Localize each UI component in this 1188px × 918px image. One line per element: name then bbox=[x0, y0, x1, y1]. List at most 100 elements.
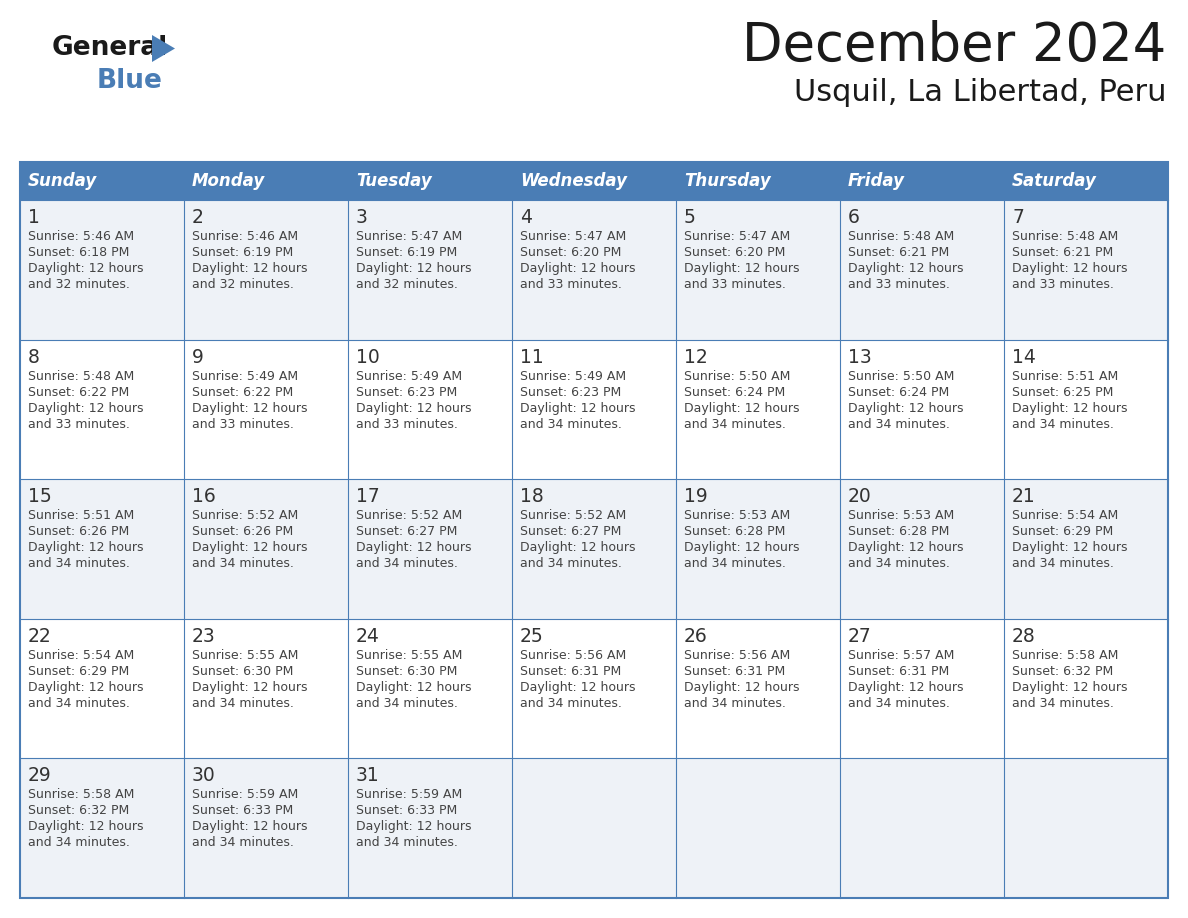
Text: Sunrise: 5:59 AM: Sunrise: 5:59 AM bbox=[192, 789, 298, 801]
Bar bbox=[348, 619, 512, 758]
Text: Daylight: 12 hours: Daylight: 12 hours bbox=[520, 401, 636, 415]
Bar bbox=[184, 340, 348, 479]
Text: Usquil, La Libertad, Peru: Usquil, La Libertad, Peru bbox=[794, 78, 1165, 107]
Text: Sunset: 6:19 PM: Sunset: 6:19 PM bbox=[192, 246, 293, 259]
Text: Daylight: 12 hours: Daylight: 12 hours bbox=[356, 681, 472, 694]
Text: Daylight: 12 hours: Daylight: 12 hours bbox=[848, 681, 963, 694]
Text: Sunrise: 5:55 AM: Sunrise: 5:55 AM bbox=[356, 649, 462, 662]
Bar bbox=[184, 479, 348, 619]
Bar bbox=[840, 479, 1004, 619]
Text: 24: 24 bbox=[356, 627, 380, 645]
Bar bbox=[20, 479, 184, 619]
Text: 1: 1 bbox=[29, 208, 40, 227]
Bar bbox=[184, 200, 348, 340]
Text: 17: 17 bbox=[356, 487, 380, 506]
Text: and 34 minutes.: and 34 minutes. bbox=[520, 557, 621, 570]
Bar bbox=[676, 162, 840, 200]
Text: 27: 27 bbox=[848, 627, 872, 645]
Bar bbox=[20, 162, 1168, 898]
Text: Sunset: 6:33 PM: Sunset: 6:33 PM bbox=[192, 804, 293, 817]
Text: and 34 minutes.: and 34 minutes. bbox=[29, 836, 129, 849]
Text: 23: 23 bbox=[192, 627, 216, 645]
Bar bbox=[1004, 619, 1168, 758]
Text: 31: 31 bbox=[356, 767, 380, 786]
Text: Daylight: 12 hours: Daylight: 12 hours bbox=[192, 542, 308, 554]
Bar bbox=[184, 758, 348, 898]
Text: Sunset: 6:27 PM: Sunset: 6:27 PM bbox=[356, 525, 457, 538]
Text: Sunrise: 5:49 AM: Sunrise: 5:49 AM bbox=[356, 370, 462, 383]
Text: 6: 6 bbox=[848, 208, 860, 227]
Text: 7: 7 bbox=[1012, 208, 1024, 227]
Text: and 33 minutes.: and 33 minutes. bbox=[29, 418, 129, 431]
Text: Sunset: 6:26 PM: Sunset: 6:26 PM bbox=[192, 525, 293, 538]
Text: Daylight: 12 hours: Daylight: 12 hours bbox=[356, 542, 472, 554]
Bar bbox=[840, 340, 1004, 479]
Text: Sunrise: 5:57 AM: Sunrise: 5:57 AM bbox=[848, 649, 954, 662]
Text: and 34 minutes.: and 34 minutes. bbox=[356, 697, 457, 710]
Text: Friday: Friday bbox=[848, 172, 905, 190]
Bar bbox=[348, 479, 512, 619]
Text: Sunset: 6:23 PM: Sunset: 6:23 PM bbox=[356, 386, 457, 398]
Text: Sunrise: 5:47 AM: Sunrise: 5:47 AM bbox=[520, 230, 626, 243]
Text: Sunset: 6:31 PM: Sunset: 6:31 PM bbox=[684, 665, 785, 677]
Text: Sunrise: 5:54 AM: Sunrise: 5:54 AM bbox=[29, 649, 134, 662]
Text: 4: 4 bbox=[520, 208, 532, 227]
Text: Daylight: 12 hours: Daylight: 12 hours bbox=[1012, 262, 1127, 275]
Text: December 2024: December 2024 bbox=[741, 20, 1165, 72]
Text: and 34 minutes.: and 34 minutes. bbox=[192, 697, 293, 710]
Text: Sunrise: 5:53 AM: Sunrise: 5:53 AM bbox=[684, 509, 790, 522]
Bar bbox=[20, 758, 184, 898]
Text: Sunset: 6:29 PM: Sunset: 6:29 PM bbox=[1012, 525, 1113, 538]
Text: Sunset: 6:21 PM: Sunset: 6:21 PM bbox=[1012, 246, 1113, 259]
Text: Daylight: 12 hours: Daylight: 12 hours bbox=[192, 821, 308, 834]
Text: Sunrise: 5:52 AM: Sunrise: 5:52 AM bbox=[356, 509, 462, 522]
Text: Daylight: 12 hours: Daylight: 12 hours bbox=[520, 542, 636, 554]
Text: Sunrise: 5:58 AM: Sunrise: 5:58 AM bbox=[1012, 649, 1118, 662]
Text: 9: 9 bbox=[192, 348, 204, 366]
Text: Sunset: 6:28 PM: Sunset: 6:28 PM bbox=[848, 525, 949, 538]
Text: Sunrise: 5:49 AM: Sunrise: 5:49 AM bbox=[192, 370, 298, 383]
Bar bbox=[676, 619, 840, 758]
Bar bbox=[512, 200, 676, 340]
Text: Sunset: 6:19 PM: Sunset: 6:19 PM bbox=[356, 246, 457, 259]
Text: Daylight: 12 hours: Daylight: 12 hours bbox=[1012, 401, 1127, 415]
Text: Thursday: Thursday bbox=[684, 172, 771, 190]
Text: Sunrise: 5:51 AM: Sunrise: 5:51 AM bbox=[1012, 370, 1118, 383]
Text: Daylight: 12 hours: Daylight: 12 hours bbox=[684, 681, 800, 694]
Text: Sunset: 6:18 PM: Sunset: 6:18 PM bbox=[29, 246, 129, 259]
Text: and 33 minutes.: and 33 minutes. bbox=[192, 418, 293, 431]
Bar bbox=[1004, 200, 1168, 340]
Text: 21: 21 bbox=[1012, 487, 1036, 506]
Text: and 34 minutes.: and 34 minutes. bbox=[29, 697, 129, 710]
Text: Monday: Monday bbox=[192, 172, 265, 190]
Text: Sunrise: 5:47 AM: Sunrise: 5:47 AM bbox=[356, 230, 462, 243]
Text: Sunset: 6:20 PM: Sunset: 6:20 PM bbox=[520, 246, 621, 259]
Text: Sunset: 6:30 PM: Sunset: 6:30 PM bbox=[356, 665, 457, 677]
Text: and 34 minutes.: and 34 minutes. bbox=[684, 557, 786, 570]
Text: Sunset: 6:31 PM: Sunset: 6:31 PM bbox=[520, 665, 621, 677]
Bar bbox=[676, 479, 840, 619]
Bar bbox=[348, 758, 512, 898]
Text: 22: 22 bbox=[29, 627, 52, 645]
Text: Sunrise: 5:46 AM: Sunrise: 5:46 AM bbox=[192, 230, 298, 243]
Text: Daylight: 12 hours: Daylight: 12 hours bbox=[356, 262, 472, 275]
Text: Daylight: 12 hours: Daylight: 12 hours bbox=[29, 401, 144, 415]
Text: Daylight: 12 hours: Daylight: 12 hours bbox=[684, 262, 800, 275]
Text: Daylight: 12 hours: Daylight: 12 hours bbox=[192, 401, 308, 415]
Text: and 34 minutes.: and 34 minutes. bbox=[848, 418, 950, 431]
Text: Daylight: 12 hours: Daylight: 12 hours bbox=[1012, 681, 1127, 694]
Text: and 34 minutes.: and 34 minutes. bbox=[520, 418, 621, 431]
Text: Sunrise: 5:49 AM: Sunrise: 5:49 AM bbox=[520, 370, 626, 383]
Text: Sunset: 6:27 PM: Sunset: 6:27 PM bbox=[520, 525, 621, 538]
Text: Sunset: 6:33 PM: Sunset: 6:33 PM bbox=[356, 804, 457, 817]
Text: and 34 minutes.: and 34 minutes. bbox=[848, 697, 950, 710]
Text: 11: 11 bbox=[520, 348, 544, 366]
Text: and 34 minutes.: and 34 minutes. bbox=[1012, 557, 1114, 570]
Text: Blue: Blue bbox=[97, 68, 163, 94]
Text: Sunset: 6:26 PM: Sunset: 6:26 PM bbox=[29, 525, 129, 538]
Bar bbox=[676, 200, 840, 340]
Bar bbox=[840, 200, 1004, 340]
Bar bbox=[512, 758, 676, 898]
Text: Sunrise: 5:58 AM: Sunrise: 5:58 AM bbox=[29, 789, 134, 801]
Bar bbox=[512, 479, 676, 619]
